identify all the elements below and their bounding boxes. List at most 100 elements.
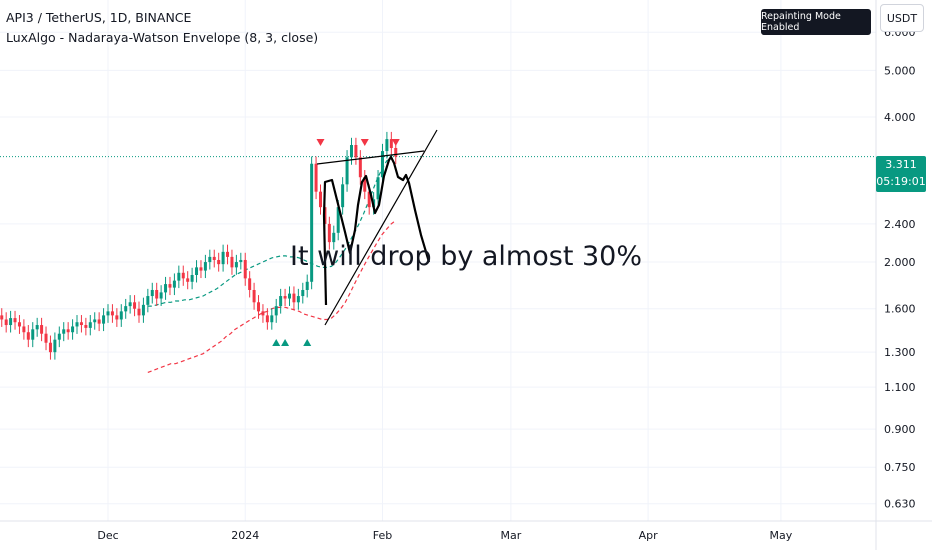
candle: [97, 319, 101, 324]
candle: [102, 315, 106, 324]
candle: [385, 139, 389, 152]
candle: [146, 296, 150, 305]
candle: [270, 315, 274, 323]
candle: [164, 284, 168, 293]
candle: [274, 306, 278, 316]
y-tick-label: 1.100: [884, 381, 916, 394]
candle: [35, 325, 39, 330]
candle: [212, 256, 216, 260]
currency-button[interactable]: USDT: [880, 4, 924, 32]
candle: [128, 302, 132, 307]
candle: [124, 306, 128, 312]
x-tick-label: 2024: [231, 529, 259, 542]
candle: [31, 329, 35, 340]
candle: [17, 322, 21, 327]
candle: [239, 259, 243, 263]
candle: [48, 342, 52, 353]
candle: [208, 256, 212, 263]
wedge-lower-line: [324, 129, 438, 326]
candle: [349, 144, 353, 158]
repainting-badge: Repainting Mode Enabled: [761, 9, 871, 35]
candle: [44, 333, 48, 343]
candle: [380, 151, 384, 178]
candle: [40, 325, 44, 334]
symbol-title[interactable]: API3 / TetherUS, 1D, BINANCE: [6, 10, 192, 25]
candle: [71, 326, 75, 333]
candle: [221, 251, 225, 265]
x-tick-label: Mar: [500, 529, 521, 542]
y-tick-label: 2.000: [884, 256, 916, 269]
candle: [133, 302, 137, 309]
candle: [243, 259, 247, 279]
candle: [283, 296, 287, 299]
candle: [66, 329, 70, 333]
candle: [150, 289, 154, 297]
candle: [75, 322, 79, 327]
candle: [376, 177, 380, 200]
candle: [62, 329, 66, 334]
candle: [53, 339, 57, 353]
x-tick-label: Dec: [97, 529, 118, 542]
candle: [327, 223, 331, 243]
candle: [217, 259, 221, 265]
candle: [115, 315, 119, 320]
annotation-text[interactable]: It will drop by almost 30%: [290, 241, 643, 272]
candle: [93, 319, 97, 323]
y-tick-label: 5.000: [884, 64, 916, 77]
candle: [195, 267, 199, 276]
candle: [252, 289, 256, 303]
candle: [203, 262, 207, 271]
candle: [363, 177, 367, 192]
candle: [314, 163, 318, 192]
candle: [279, 296, 283, 307]
candle: [389, 139, 393, 149]
sell-signal-icon: [360, 139, 369, 146]
candle: [292, 293, 296, 303]
candle: [288, 293, 292, 299]
candle: [4, 319, 8, 326]
candle: [168, 284, 172, 288]
bar-countdown: 05:19:01: [876, 175, 926, 188]
candle: [106, 311, 110, 316]
candle: [341, 184, 345, 208]
candle: [265, 315, 269, 323]
candle: [119, 311, 123, 320]
candle: [336, 207, 340, 233]
candle: [159, 292, 163, 299]
candle: [305, 281, 309, 290]
wedge-upper-line: [316, 150, 425, 165]
x-tick-label: Feb: [373, 529, 392, 542]
candle: [84, 325, 88, 328]
candle: [248, 278, 252, 290]
candle: [141, 304, 145, 316]
candle: [88, 322, 92, 328]
indicator-legend[interactable]: LuxAlgo - Nadaraya-Watson Envelope (8, 3…: [6, 30, 319, 45]
candle: [345, 157, 349, 185]
y-tick-label: 4.000: [884, 111, 916, 124]
y-tick-label: 1.600: [884, 303, 916, 316]
sell-signal-icon: [391, 139, 400, 146]
y-tick-label: 2.400: [884, 218, 916, 231]
candle: [13, 318, 17, 323]
candle: [190, 275, 194, 282]
candle: [26, 332, 30, 340]
candle: [177, 272, 181, 281]
candle: [257, 302, 261, 312]
y-tick-label: 1.300: [884, 346, 916, 359]
last-price-value: 3.311: [885, 158, 917, 171]
candle: [22, 326, 26, 333]
last-price-tag: 3.311 05:19:01: [876, 156, 926, 192]
candle: [358, 157, 362, 178]
buy-signal-icon: [281, 339, 290, 346]
upper-envelope: [147, 151, 397, 307]
y-tick-label: 0.630: [884, 498, 916, 511]
candle: [354, 144, 358, 158]
sell-signal-icon: [316, 139, 325, 146]
y-tick-label: 0.900: [884, 423, 916, 436]
candle: [367, 191, 371, 208]
candle: [110, 311, 114, 316]
candle: [301, 289, 305, 297]
candle: [310, 163, 314, 282]
